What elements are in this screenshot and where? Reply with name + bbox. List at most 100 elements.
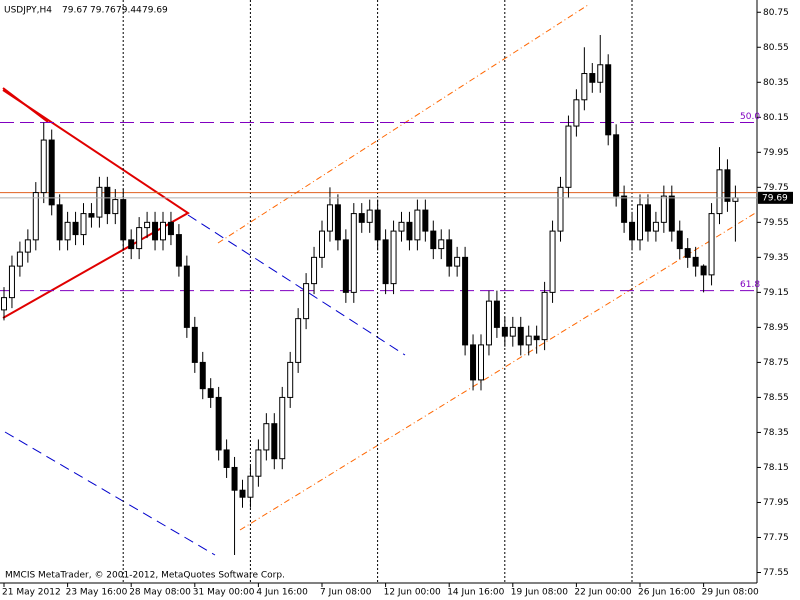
candle-body [8, 265, 15, 299]
y-tick-label: 77.75 [763, 533, 789, 543]
candle-body [517, 326, 524, 346]
candle-body [525, 335, 532, 346]
candle-body [231, 466, 238, 491]
candle-body [366, 209, 373, 223]
candle-body [136, 227, 143, 250]
x-tick-label: 31 May 00:00 [193, 588, 255, 598]
y-tick-label: 77.95 [763, 498, 789, 508]
candle-body [470, 344, 477, 381]
candle-body [207, 388, 214, 398]
candle-body [191, 326, 198, 363]
candle-body [438, 239, 445, 250]
candle-body [589, 73, 596, 83]
candle-body [637, 204, 643, 241]
ohlc-close: 79.69 [142, 6, 168, 16]
candle-body [342, 239, 349, 293]
y-tick-label: 77.55 [763, 568, 789, 578]
y-tick-label: 78.75 [763, 358, 789, 368]
candle-body [128, 239, 135, 250]
candle-body [581, 73, 588, 101]
candle-body [613, 134, 620, 197]
candle-body [660, 195, 667, 223]
x-tick-label: 29 Jun 08:00 [702, 588, 759, 598]
candle-body [96, 186, 103, 218]
candle-body [144, 221, 151, 229]
candle-body [462, 256, 469, 346]
y-tick-label: 78.95 [763, 323, 789, 333]
x-tick-label: 7 Jun 08:00 [320, 588, 372, 598]
candle-body [684, 248, 691, 258]
candle-body [676, 230, 683, 250]
candle-body [303, 283, 310, 320]
candle-body [199, 361, 206, 390]
candle-body [478, 344, 484, 381]
candle-body [406, 221, 413, 241]
x-tick-label: 26 Jun 16:00 [638, 588, 695, 598]
fibo-label: 61.8 [740, 280, 760, 290]
candle-body [326, 204, 333, 232]
candle-body [493, 300, 500, 328]
y-tick-label: 80.15 [763, 113, 789, 123]
candle-body [541, 291, 548, 341]
candle-body [398, 221, 405, 232]
trend-line [2, 87, 49, 123]
y-tick-label: 80.35 [763, 78, 789, 88]
y-tick-label: 79.35 [763, 253, 789, 263]
candle-body [287, 361, 294, 398]
candle-body [239, 489, 246, 498]
x-tick-label: 12 Jun 00:00 [384, 588, 441, 598]
channel-line [239, 211, 758, 531]
candle-body [390, 230, 397, 285]
candle-body [48, 139, 55, 206]
candle-body [255, 449, 262, 477]
candle-body [80, 213, 87, 236]
candle-body [565, 125, 572, 188]
candle-body [382, 239, 389, 285]
candle-body [446, 239, 453, 267]
candle-body [183, 265, 190, 328]
candle-body [112, 199, 119, 215]
x-tick-label: 23 May 16:00 [66, 588, 128, 598]
footer: MMCIS MetaTrader, © 2001-2012, MetaQuote… [5, 571, 285, 581]
x-tick-label: 22 Jun 00:00 [574, 588, 631, 598]
candle-body [56, 204, 63, 241]
y-tick-label: 78.15 [763, 463, 789, 473]
candle-body [40, 139, 47, 194]
candle-body [430, 230, 437, 250]
candle-body [557, 186, 564, 232]
x-tick-label: 28 May 08:00 [129, 588, 191, 598]
candle-body [668, 195, 675, 232]
candle-body [32, 192, 39, 241]
candle-body [533, 335, 540, 341]
candle-body [629, 221, 636, 241]
candle-body [716, 169, 723, 215]
y-tick-label: 80.75 [763, 8, 789, 18]
candle-body [263, 423, 270, 451]
candle-body [700, 265, 707, 276]
y-tick-label: 79.75 [763, 183, 789, 193]
candle-body [485, 300, 492, 346]
y-tick-label: 78.55 [763, 393, 789, 403]
ohlc-open: 79.67 [62, 6, 88, 16]
candle-body [72, 221, 79, 236]
x-tick-label: 14 Jun 16:00 [447, 588, 504, 598]
candle-body [311, 256, 318, 285]
candle-body [64, 221, 71, 241]
candle-body [708, 213, 715, 276]
candle-body [175, 234, 182, 267]
candle-body [652, 221, 659, 232]
ohlc-low: 79.44 [116, 6, 142, 16]
candle-body [605, 64, 612, 136]
candle-body [334, 204, 341, 241]
candle-body [501, 326, 508, 337]
candle-body [16, 251, 23, 267]
price-label-box [758, 191, 793, 204]
candle-body [160, 221, 166, 241]
candle-body [350, 213, 357, 293]
ohlc-high: 79.76 [90, 6, 116, 16]
channel-line [217, 4, 589, 244]
candle-body [724, 169, 731, 202]
candle-body [414, 209, 421, 241]
